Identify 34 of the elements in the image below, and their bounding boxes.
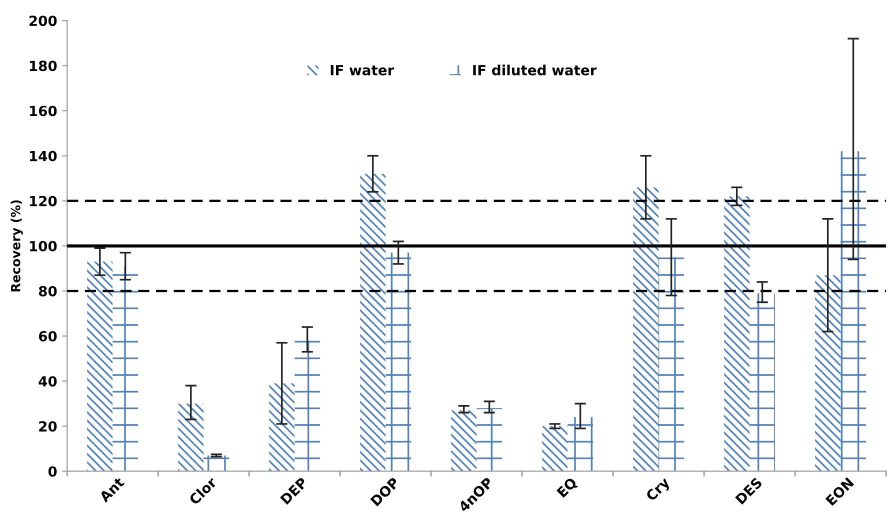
y-tick-label: 200 xyxy=(30,16,57,26)
y-tick-label: 60 xyxy=(38,331,57,342)
bar xyxy=(269,383,295,472)
y-tick-label: 20 xyxy=(39,421,57,432)
y-tick-label: 120 xyxy=(30,196,57,206)
bar xyxy=(542,426,568,472)
bar xyxy=(112,266,138,472)
y-tick-label: 80 xyxy=(38,286,57,296)
bar xyxy=(360,174,386,472)
bar xyxy=(87,262,113,472)
y-tick-label: 40 xyxy=(38,376,57,387)
y-tick-label: 160 xyxy=(30,106,57,116)
bar xyxy=(204,455,230,472)
bar xyxy=(386,252,412,472)
bar xyxy=(633,187,659,472)
bar xyxy=(568,417,594,472)
bar xyxy=(658,257,684,472)
y-axis-title: Recovery (%) xyxy=(10,200,23,292)
x-tick-label: Cry xyxy=(645,476,672,504)
y-tick-label: 180 xyxy=(30,60,57,72)
x-tick-label: EQ xyxy=(556,476,579,500)
y-tick-label: 140 xyxy=(30,150,57,162)
bar xyxy=(724,196,750,472)
y-tick-label: 100 xyxy=(30,240,57,252)
bar xyxy=(178,404,204,472)
legend-label: IF water xyxy=(330,65,394,76)
bar xyxy=(476,408,502,472)
bar xyxy=(750,293,776,472)
bar xyxy=(815,275,841,472)
bar xyxy=(840,151,866,472)
legend-label: IF diluted water xyxy=(473,64,597,76)
bar xyxy=(451,410,477,472)
bar xyxy=(294,340,320,472)
y-tick-label: 0 xyxy=(48,466,57,477)
